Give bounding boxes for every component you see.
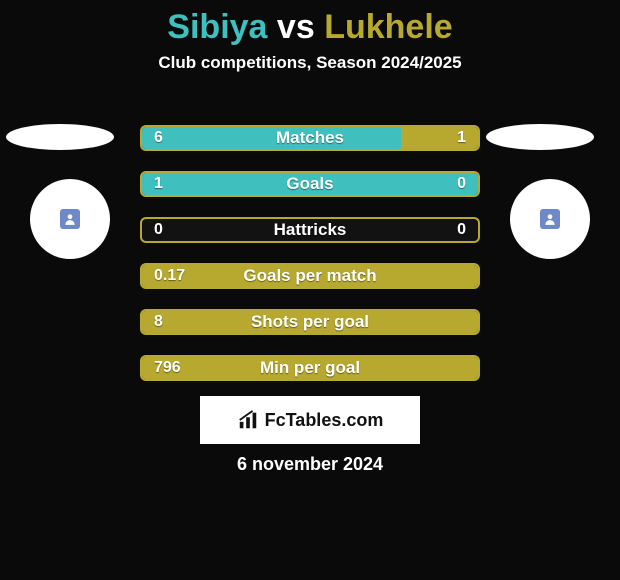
decoration-ellipse-right [486, 124, 594, 150]
stat-label: Goals per match [142, 266, 478, 286]
stat-row: 8Shots per goal [140, 309, 480, 335]
player2-name: Lukhele [324, 8, 452, 46]
fctables-logo: FcTables.com [200, 396, 420, 444]
person-icon [60, 209, 80, 229]
stat-label: Min per goal [142, 358, 478, 378]
stat-label: Goals [142, 174, 478, 194]
stat-label: Matches [142, 128, 478, 148]
stat-row: 796Min per goal [140, 355, 480, 381]
person-icon [540, 209, 560, 229]
title-vs: vs [277, 8, 315, 46]
stat-label: Shots per goal [142, 312, 478, 332]
stat-row: 0.17Goals per match [140, 263, 480, 289]
subtitle: Club competitions, Season 2024/2025 [0, 53, 620, 73]
decoration-ellipse-left [6, 124, 114, 150]
stat-label: Hattricks [142, 220, 478, 240]
stat-row: 6Matches1 [140, 125, 480, 151]
stat-row: 0Hattricks0 [140, 217, 480, 243]
bar-chart-icon [237, 409, 259, 431]
stat-value-right: 1 [457, 129, 466, 147]
stat-value-right: 0 [457, 221, 466, 239]
logo-text: FcTables.com [265, 410, 384, 431]
player1-avatar [30, 179, 110, 259]
player2-avatar [510, 179, 590, 259]
date-label: 6 november 2024 [0, 454, 620, 475]
player1-name: Sibiya [167, 8, 267, 46]
stat-value-right: 0 [457, 175, 466, 193]
stats-container: 6Matches11Goals00Hattricks00.17Goals per… [140, 125, 480, 401]
page-title: Sibiya vs Lukhele [0, 0, 620, 47]
stat-row: 1Goals0 [140, 171, 480, 197]
comparison-infographic: Sibiya vs Lukhele Club competitions, Sea… [0, 0, 620, 580]
